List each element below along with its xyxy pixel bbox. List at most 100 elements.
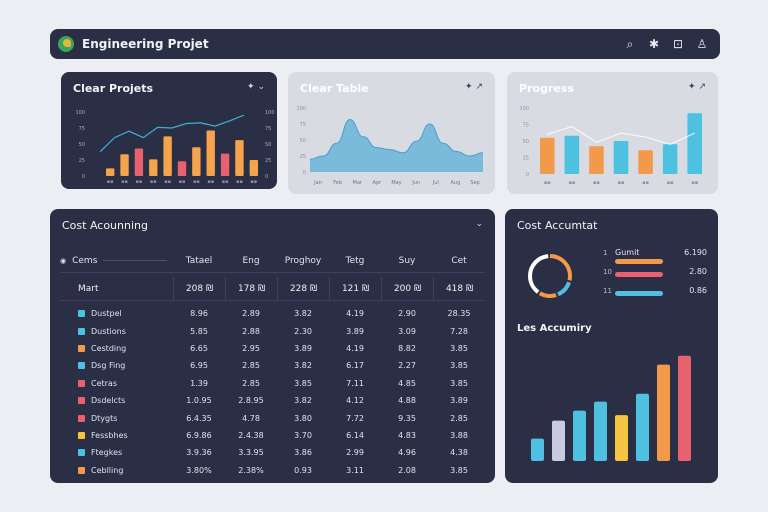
row-label: Dustpel (60, 309, 173, 318)
card-title: Clear Table (300, 82, 369, 95)
table-cell: 2.85 (242, 361, 260, 371)
legend-item: 10 2.80 (603, 266, 707, 285)
table-cell: 4.38 (450, 448, 468, 458)
bar (149, 159, 158, 176)
x-tick-label: Aug (450, 180, 460, 186)
table-row[interactable]: Cetras 1.39 2.85 3.85 7.11 4.85 3.85 (60, 375, 485, 392)
table-row[interactable]: Ceblling 3.80% 2.38% 0.93 3.11 2.08 3.85 (60, 462, 485, 479)
bar (662, 144, 678, 174)
bar (235, 140, 244, 176)
area-fill (310, 119, 483, 172)
app-logo-icon (58, 36, 74, 52)
x-tick-label: May (391, 180, 401, 186)
search-icon[interactable]: ⌕ (626, 36, 634, 51)
row-color-swatch (78, 397, 85, 405)
row-color-swatch (78, 310, 85, 318)
table-cell: 0.93 (294, 465, 312, 475)
search-field[interactable]: ◉ Cems (60, 256, 173, 266)
table-row[interactable]: Dsg Fing 6.95 2.85 3.82 6.17 2.27 3.85 (60, 357, 485, 374)
y-tick-label-right: 0 (265, 174, 268, 180)
row-label-text: Ceblling (91, 465, 124, 475)
clear-projects-chart: 100 100 75 75 50 50 25 25 0 0 ▪▪ ▪▪ ▪▪ ▪▪ ▪▪ ▪▪ ▪▪ ▪▪ ▪▪ ▪▪… (75, 110, 275, 185)
card-menu-button[interactable]: ✦ ↗ (465, 82, 483, 92)
y-tick-label-right: 75 (265, 126, 271, 132)
card-menu-button[interactable]: ✦ ↗ (688, 82, 706, 92)
column-header[interactable]: Cet (451, 255, 467, 266)
bar (206, 130, 215, 176)
column-header[interactable]: Tetg (345, 255, 365, 266)
table-cell: 2.90 (398, 309, 416, 319)
camera-icon[interactable]: ⊡ (672, 36, 684, 51)
card-title: Cost Accumtat (517, 219, 598, 232)
y-tick-label-right: 100 (265, 110, 275, 116)
row-color-swatch (78, 414, 85, 422)
bar (192, 147, 201, 176)
table-row[interactable]: Ftegkes 3.9.36 3.3.95 3.86 2.99 4.96 4.38 (60, 444, 485, 461)
row-label: Dustions (60, 327, 173, 336)
row-label-text: Cestding (91, 343, 127, 353)
x-tick-label: ▪▪ (150, 179, 157, 185)
legend-bar (615, 259, 663, 264)
total-cell: 200 ₪ (381, 277, 433, 300)
bar (177, 161, 187, 176)
row-label-text: Dustpel (91, 309, 122, 319)
table-header: ◉ Cems Tatael Eng Proghoy Tetg Suy Cet (60, 249, 485, 273)
card-menu-button[interactable]: ⌄ (475, 219, 483, 229)
table-cell: 6.4.35 (186, 413, 212, 423)
row-label: Dsdelcts (60, 396, 173, 405)
settings-icon[interactable]: ✱ (648, 36, 660, 51)
table-row[interactable]: Cestding 6.65 2.95 3.89 4.19 8.82 3.85 (60, 340, 485, 357)
bar (163, 136, 172, 176)
table-row[interactable]: Dustpel 8.96 2.89 3.82 4.19 2.90 28.35 (60, 305, 485, 322)
y-tick-label: 25 (79, 158, 85, 164)
table-cell: 4.83 (398, 430, 416, 440)
profile-icon[interactable]: ♙ (696, 36, 708, 51)
x-tick-label: Jun (411, 180, 420, 186)
x-tick-label: Mar (353, 180, 363, 186)
legend-index: 10 (603, 268, 612, 276)
row-label: Ftegkes (60, 448, 173, 457)
x-tick-label: Feb (333, 180, 342, 186)
table-cell: 3.3.95 (238, 448, 264, 458)
table-cell: 4.19 (346, 309, 364, 319)
x-tick-label: Jul (432, 180, 439, 186)
y-tick-label: 50 (300, 138, 306, 144)
legend-bar (615, 272, 663, 277)
table-cell: 2.27 (398, 361, 416, 371)
table-cell: 4.88 (398, 396, 416, 406)
row-color-swatch (78, 379, 85, 387)
donut-segment (528, 254, 572, 298)
x-tick-label: ▪▪ (136, 179, 143, 185)
table-row[interactable]: Fessbhes 6.9.86 2.4.38 3.70 6.14 4.83 3.88 (60, 427, 485, 444)
column-header[interactable]: Tatael (185, 255, 213, 266)
x-tick-label: ▪▪ (121, 179, 128, 185)
y-tick-label-right: 50 (265, 142, 271, 148)
column-header[interactable]: Proghoy (284, 255, 322, 266)
table-cell: 3.85 (450, 343, 468, 353)
row-color-swatch (78, 431, 85, 439)
table-cell: 3.70 (294, 430, 312, 440)
table-cell: 1.39 (190, 378, 208, 388)
table-cell: 3.86 (294, 448, 312, 458)
card-menu-button[interactable]: ✦ ⌄ (247, 82, 265, 92)
table-cell: 3.80% (186, 465, 212, 475)
column-header[interactable]: Suy (398, 255, 416, 266)
table-row[interactable]: Dustions 5.85 2.88 2.30 3.89 3.09 7.28 (60, 322, 485, 339)
table-cell: 4.78 (242, 413, 260, 423)
table-cell: 5.85 (190, 326, 208, 336)
table-cell: 3.85 (450, 378, 468, 388)
y-tick-label: 0 (82, 174, 85, 180)
donut-segment (528, 254, 572, 298)
x-tick-label: ▪▪ (236, 179, 243, 185)
table-cell: 4.85 (398, 378, 416, 388)
table-cell: 6.17 (346, 361, 364, 371)
row-label-text: Cetras (91, 378, 118, 388)
row-label-text: Dsg Fing (91, 361, 126, 371)
legend-index: 1 (603, 249, 608, 257)
column-header[interactable]: Eng (242, 255, 260, 266)
bar (687, 113, 702, 174)
legend-index: 11 (603, 287, 612, 295)
y-tick-label: 100 (75, 110, 85, 116)
table-row[interactable]: Dtygts 6.4.35 4.78 3.80 7.72 9.35 2.85 (60, 409, 485, 426)
table-row[interactable]: Dsdelcts 1.0.95 2.8.95 3.82 4.12 4.88 3.89 (60, 392, 485, 409)
